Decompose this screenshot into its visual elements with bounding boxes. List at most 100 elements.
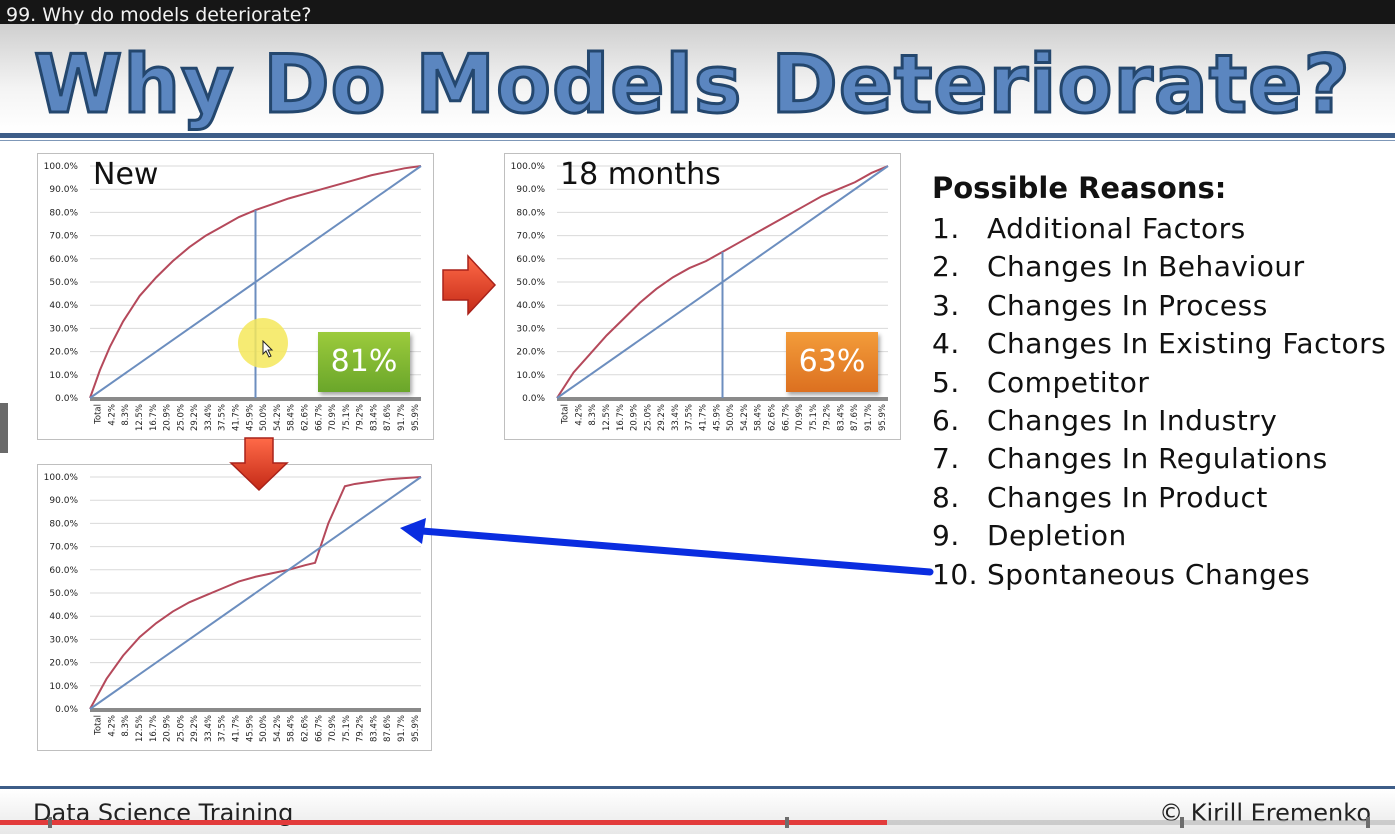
reasons-title: Possible Reasons:: [932, 171, 1227, 205]
x-tick-label: 91.7%: [397, 715, 407, 742]
chart-new-badge: 81%: [318, 332, 410, 392]
chart-new-svg: 0.0% 10.0% 20.0% 30.0% 40.0% 50.0% 60.0% 70.0% 8…: [44, 162, 422, 431]
chapter-marker[interactable]: [1366, 817, 1370, 828]
x-tick-label: 8.3%: [121, 404, 131, 426]
reason-item: 6. Changes In Industry: [932, 403, 1278, 437]
x-tick-label: 41.7%: [232, 404, 242, 431]
y-tick-label: 40.0%: [49, 301, 78, 311]
reasons-list: 1. Additional Factors 2. Changes In Behavi…: [932, 210, 1386, 594]
x-tick-label: 41.7%: [699, 404, 709, 431]
x-tick-label: 16.7%: [149, 715, 159, 742]
y-tick-label: 0.0%: [55, 705, 78, 715]
y-tick-label: 10.0%: [49, 371, 78, 381]
x-tick-label: 45.9%: [245, 404, 255, 431]
x-tick-label: 70.9%: [328, 404, 338, 431]
video-top-bar: [0, 0, 1395, 24]
x-tick-label: 50.0%: [726, 404, 736, 431]
chart-new-label: New: [93, 157, 159, 192]
x-tick-label: 83.4%: [836, 404, 846, 431]
x-tick-label: 50.0%: [259, 715, 269, 742]
x-tick-label: 66.7%: [314, 715, 324, 742]
x-tick-label: 45.9%: [245, 715, 255, 742]
x-tick-label: 62.6%: [300, 715, 310, 742]
x-tick-label: 87.6%: [383, 715, 393, 742]
x-tick-label: Total: [94, 715, 104, 736]
y-tick-label: 50.0%: [49, 278, 78, 288]
y-tick-label: 70.0%: [516, 232, 545, 242]
x-tick-label: 50.0%: [259, 404, 269, 431]
x-tick-label: 58.4%: [287, 404, 297, 431]
x-tick-label: 20.9%: [163, 715, 173, 742]
y-tick-label: 40.0%: [516, 301, 545, 311]
y-tick-label: 70.0%: [49, 232, 78, 242]
x-tick-label: 54.2%: [273, 404, 283, 431]
mouse-cursor-icon: [262, 340, 274, 358]
down-arrow-icon: [229, 437, 289, 492]
x-tick-label: 79.2%: [356, 404, 366, 431]
x-tick-label: 87.6%: [383, 404, 393, 431]
x-tick-label: 66.7%: [781, 404, 791, 431]
x-tick-label: Total: [561, 404, 571, 425]
x-tick-label: 37.5%: [218, 715, 228, 742]
y-tick-label: 100.0%: [44, 162, 79, 172]
x-tick-label: 95.9%: [878, 404, 888, 431]
x-tick-label: 95.9%: [411, 715, 421, 742]
x-tick-label: 91.7%: [397, 404, 407, 431]
x-tick-label: 25.0%: [643, 404, 653, 431]
y-tick-label: 20.0%: [49, 659, 78, 669]
chart-18-months-badge: 63%: [786, 332, 878, 392]
right-arrow-icon: [442, 254, 497, 316]
title-divider-thin: [0, 140, 1395, 141]
x-tick-label: 25.0%: [176, 404, 186, 431]
y-tick-label: 80.0%: [49, 519, 78, 529]
x-tick-label: 33.4%: [671, 404, 681, 431]
y-tick-label: 80.0%: [516, 208, 545, 218]
x-tick-label: 20.9%: [630, 404, 640, 431]
x-tick-label: 41.7%: [232, 715, 242, 742]
footer-band: [0, 790, 1395, 834]
x-tick-label: 79.2%: [823, 404, 833, 431]
x-tick-label: 58.4%: [754, 404, 764, 431]
x-tick-label: Total: [94, 404, 104, 425]
x-tick-label: 33.4%: [204, 715, 214, 742]
x-tick-label: 29.2%: [657, 404, 667, 431]
y-tick-label: 20.0%: [516, 348, 545, 358]
side-panel-tab[interactable]: [0, 403, 8, 453]
x-tick-label: 25.0%: [176, 715, 186, 742]
cap-curve: [89, 165, 422, 399]
y-tick-label: 60.0%: [49, 255, 78, 265]
x-tick-label: 66.7%: [314, 404, 324, 431]
x-tick-label: 37.5%: [685, 404, 695, 431]
chapter-marker[interactable]: [48, 817, 52, 828]
title-band: [0, 24, 1395, 132]
y-tick-label: 60.0%: [516, 255, 545, 265]
chart-18-months-svg: 0.0% 10.0% 20.0% 30.0% 40.0% 50.0% 60.0% 70.0% 8…: [511, 162, 889, 431]
chapter-marker[interactable]: [1180, 817, 1184, 828]
reason-item: 5. Competitor: [932, 365, 1150, 399]
x-tick-label: 20.9%: [163, 404, 173, 431]
x-tick-label: 54.2%: [273, 715, 283, 742]
reason-item: 7. Changes In Regulations: [932, 442, 1328, 476]
chart-new: 0.0% 10.0% 20.0% 30.0% 40.0% 50.0% 60.0% 70.0% 8…: [37, 153, 434, 440]
slide-title: Why Do Models Deteriorate?: [33, 38, 1352, 131]
chapter-marker[interactable]: [785, 817, 789, 828]
chart-spontaneous-svg: 0.0% 10.0% 20.0% 30.0% 40.0% 50.0% 60.0% 70.0% 8…: [44, 473, 422, 742]
y-tick-label: 90.0%: [516, 185, 545, 195]
x-tick-label: 70.9%: [328, 715, 338, 742]
chart-18-months: 0.0% 10.0% 20.0% 30.0% 40.0% 50.0% 60.0% 70.0% 8…: [504, 153, 901, 440]
x-tick-label: 91.7%: [864, 404, 874, 431]
y-tick-label: 90.0%: [49, 496, 78, 506]
x-tick-label: 62.6%: [300, 404, 310, 431]
reason-item: 9. Depletion: [932, 519, 1127, 553]
x-tick-label: 8.3%: [121, 715, 131, 737]
x-tick-label: 16.7%: [149, 404, 159, 431]
x-tick-label: 45.9%: [712, 404, 722, 431]
y-tick-label: 40.0%: [49, 612, 78, 622]
x-tick-label: 4.2%: [574, 404, 584, 426]
x-tick-label: 4.2%: [107, 404, 117, 426]
reason-item: 3. Changes In Process: [932, 288, 1268, 322]
y-tick-label: 10.0%: [516, 371, 545, 381]
reason-item: 8. Changes In Product: [932, 480, 1268, 514]
video-progress-fill[interactable]: [0, 820, 888, 825]
x-tick-label: 75.1%: [809, 404, 819, 431]
